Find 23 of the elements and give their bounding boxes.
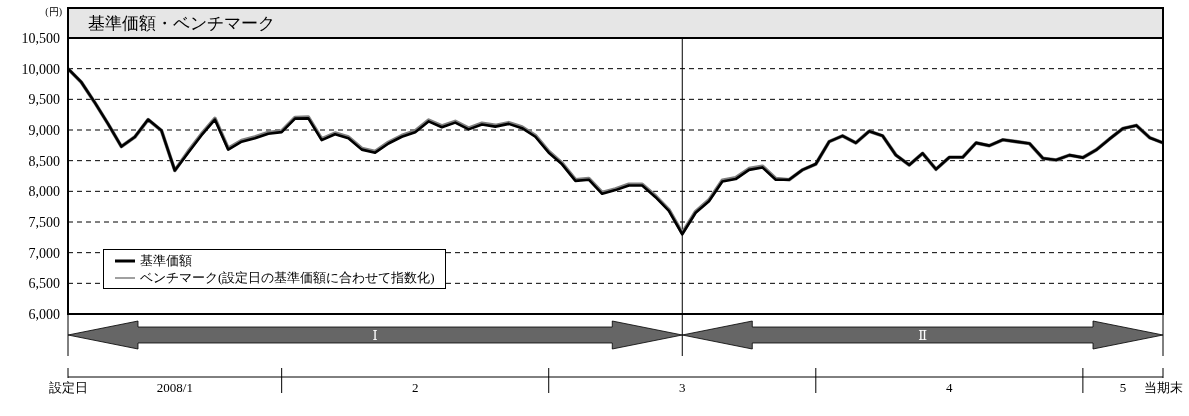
- text: Ⅰ: [372, 328, 378, 343]
- x-tick-label: 当期末: [1143, 380, 1183, 395]
- legend-label: 基準価額: [140, 252, 192, 269]
- y-tick-label: 10,000: [21, 61, 60, 77]
- text: Ⅱ: [918, 328, 928, 343]
- y-tick-label: 8,000: [28, 184, 60, 200]
- y-tick-label: 8,500: [28, 153, 60, 169]
- x-tick-label: 3: [679, 380, 686, 395]
- x-tick-label: 4: [946, 380, 954, 395]
- y-tick-label: 9,000: [28, 122, 60, 138]
- x-tick-label: 5: [1119, 380, 1127, 395]
- chart-title: 基準価額・ベンチマーク: [88, 13, 275, 33]
- y-tick-label: 9,500: [28, 92, 60, 108]
- legend-label: ベンチマーク(設定日の基準価額に合わせて指数化): [140, 269, 435, 286]
- y-tick-label: 10,500: [21, 30, 60, 46]
- x-tick-label: 2: [411, 380, 419, 395]
- x-tick-label: 2008/1: [156, 380, 193, 395]
- y-tick-label: 6,000: [28, 306, 60, 322]
- y-tick-label: 7,000: [28, 245, 60, 261]
- x-tick-label: 設定日: [48, 380, 88, 395]
- y-tick-label: 7,500: [28, 214, 60, 230]
- y-axis-title: (円): [45, 6, 62, 18]
- y-tick-label: 6,500: [28, 276, 60, 292]
